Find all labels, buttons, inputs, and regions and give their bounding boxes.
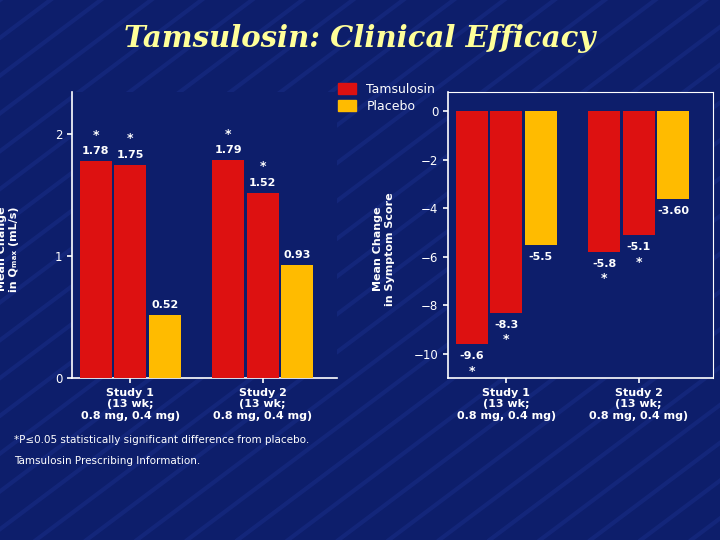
Text: -5.5: -5.5 [528,252,553,262]
Text: 0.93: 0.93 [284,250,311,260]
Y-axis label: Mean Change
in Symptom Score: Mean Change in Symptom Score [374,192,395,306]
Bar [657,111,689,199]
Text: -5.1: -5.1 [626,242,651,252]
Bar [149,315,181,378]
Text: -5.8: -5.8 [592,259,616,269]
Bar [80,161,112,378]
Text: 1.52: 1.52 [249,178,276,188]
Text: *: * [93,129,99,141]
Text: *: * [601,273,608,286]
Bar [282,265,313,378]
Text: 1.79: 1.79 [215,145,242,155]
Text: -8.3: -8.3 [494,320,518,330]
Text: *: * [259,160,266,173]
Text: *: * [469,364,475,377]
Bar [456,111,487,344]
Bar [490,111,522,313]
Text: *: * [225,127,231,140]
Bar [114,165,146,378]
Text: 1.78: 1.78 [82,146,109,157]
Text: 0.52: 0.52 [151,300,179,310]
Text: *: * [503,333,510,346]
Y-axis label: Mean Change
in Qₘₐₓ (mL/s): Mean Change in Qₘₐₓ (mL/s) [0,206,19,292]
Text: 1.75: 1.75 [117,150,144,160]
Text: *P≤0.05 statistically significant difference from placebo.: *P≤0.05 statistically significant differ… [14,435,310,445]
Bar [623,111,654,235]
Text: -9.6: -9.6 [459,352,484,361]
Bar [247,193,279,378]
Text: *: * [127,132,133,145]
Bar [212,160,244,378]
Text: *: * [636,255,642,268]
Text: Tamsulosin: Clinical Efficacy: Tamsulosin: Clinical Efficacy [125,24,595,53]
Text: -3.60: -3.60 [657,206,689,216]
Bar [525,111,557,245]
Text: Tamsulosin Prescribing Information.: Tamsulosin Prescribing Information. [14,456,201,467]
Bar [588,111,620,252]
Legend: Tamsulosin, Placebo: Tamsulosin, Placebo [334,79,439,117]
